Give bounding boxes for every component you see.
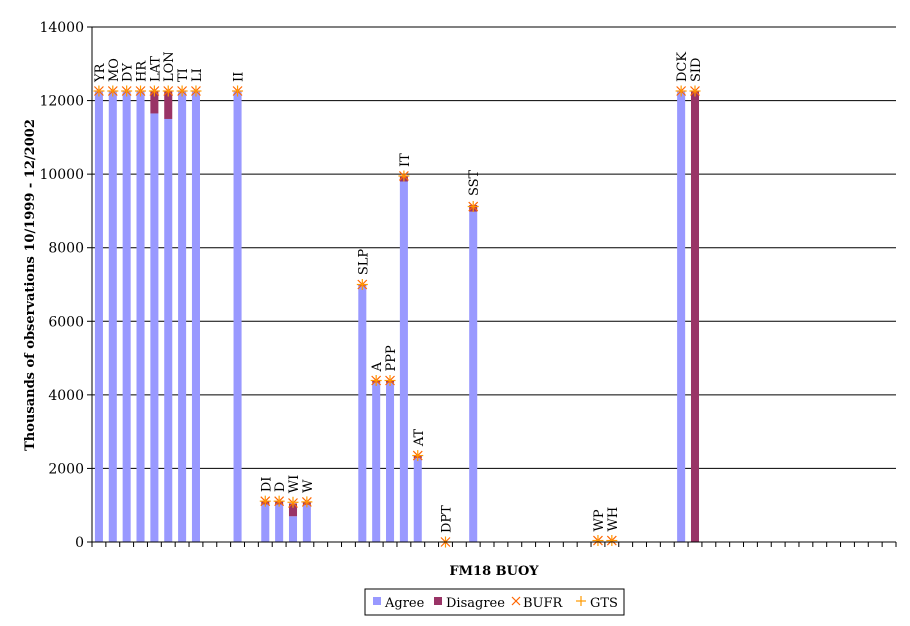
marker-gts xyxy=(135,85,147,97)
bar-agree xyxy=(302,504,311,542)
markers xyxy=(93,85,701,548)
bar-disagree xyxy=(150,91,159,114)
legend-label-agree: Agree xyxy=(384,596,425,611)
bar-agree xyxy=(136,91,145,542)
legend-label-gts: GTS xyxy=(590,596,618,611)
y-tick-label: 10000 xyxy=(39,167,84,183)
bar-disagree xyxy=(288,503,298,517)
bar-label: WP xyxy=(592,509,607,531)
bar-label: DCK xyxy=(675,52,690,82)
bar-agree xyxy=(358,285,367,542)
marker-gts xyxy=(93,85,105,97)
y-tick-label: 0 xyxy=(75,535,84,551)
marker-gts xyxy=(689,85,701,97)
bar-agree xyxy=(261,504,270,542)
bar-agree xyxy=(288,516,298,542)
marker-gts xyxy=(384,375,396,387)
bar-label: LI xyxy=(190,68,205,82)
bar-label: D xyxy=(273,482,288,492)
marker-gts xyxy=(398,170,410,182)
bar-label: SST xyxy=(467,169,482,196)
bar-agree xyxy=(191,91,200,542)
bar-agree xyxy=(413,458,422,542)
marker-gts xyxy=(287,496,299,508)
bar-label: YR xyxy=(93,62,108,83)
x-axis-title: FM18 BUOY xyxy=(449,564,539,579)
bar-agree xyxy=(150,113,159,543)
bar-label: TI xyxy=(176,68,191,82)
bar-agree xyxy=(275,504,284,542)
bar-agree xyxy=(122,91,131,542)
legend-label-disagree: Disagree xyxy=(446,596,505,611)
bar-label: IT xyxy=(398,153,413,167)
axes xyxy=(91,27,896,543)
y-tick-label: 2000 xyxy=(48,461,84,477)
marker-gts xyxy=(273,495,285,507)
bar-label: MO xyxy=(107,58,122,82)
bar-agree xyxy=(233,91,242,542)
marker-gts xyxy=(107,85,119,97)
x-ticks xyxy=(91,542,897,547)
bar-label: SID xyxy=(689,58,704,82)
bar-label: DY xyxy=(121,63,136,82)
bar-label: W xyxy=(301,479,316,493)
marker-gts xyxy=(232,85,244,97)
marker-gts xyxy=(148,85,160,97)
marker-gts xyxy=(370,375,382,387)
bar-agree xyxy=(386,382,395,542)
bar-label: A xyxy=(370,362,385,373)
legend-swatch-agree xyxy=(373,597,381,605)
bar-label: II xyxy=(232,72,247,82)
legend-label-bufr: BUFR xyxy=(523,596,564,611)
y-tick-label: 14000 xyxy=(39,20,84,36)
marker-gts xyxy=(301,496,313,508)
marker-gts xyxy=(176,85,188,97)
legend-swatch-disagree xyxy=(434,597,442,605)
bar-agree xyxy=(94,91,103,542)
legend-marker-bufr xyxy=(511,596,521,606)
bar-label: DPT xyxy=(439,505,454,533)
bar-label: PPP xyxy=(384,345,399,371)
y-axis-title: Thousands of observations 10/1999 - 12/2… xyxy=(23,119,38,451)
bar-agree xyxy=(164,118,173,542)
legend-marker-gts xyxy=(576,596,586,606)
legend: Agree Disagree BUFR GTS xyxy=(364,588,625,616)
bars xyxy=(94,91,700,543)
bar-label: AT xyxy=(412,429,427,448)
bar-label: LAT xyxy=(148,56,163,82)
y-ticks: 0 2000 4000 6000 8000 10000 12000 14000 xyxy=(39,20,92,551)
marker-gts xyxy=(259,495,271,507)
bar-label: WH xyxy=(606,507,621,532)
bar-agree xyxy=(469,211,478,542)
gridlines xyxy=(92,26,896,469)
y-tick-label: 4000 xyxy=(48,388,84,404)
y-tick-label: 6000 xyxy=(48,314,84,330)
bar-agree xyxy=(372,382,381,542)
marker-gts xyxy=(190,85,202,97)
marker-gts xyxy=(162,85,174,97)
marker-gts xyxy=(412,450,424,462)
bar-agree xyxy=(677,91,686,542)
bar-agree xyxy=(178,91,187,542)
bar-label: WI xyxy=(287,475,302,494)
bar-label: DI xyxy=(259,477,274,493)
y-tick-label: 8000 xyxy=(48,241,84,257)
marker-gts xyxy=(675,85,687,97)
y-tick-label: 12000 xyxy=(39,94,84,110)
marker-gts xyxy=(121,85,133,97)
bar-disagree xyxy=(164,91,173,119)
marker-gts xyxy=(356,279,368,290)
marker-gts xyxy=(606,535,618,547)
bar-label: HR xyxy=(135,60,150,82)
bar-disagree xyxy=(690,91,700,542)
bar-agree xyxy=(399,181,408,542)
bar-label: SLP xyxy=(356,249,371,276)
marker-gts xyxy=(592,535,604,547)
bar-label: LON xyxy=(162,51,177,82)
marker-gts xyxy=(467,201,479,213)
bar-agree xyxy=(108,91,117,542)
